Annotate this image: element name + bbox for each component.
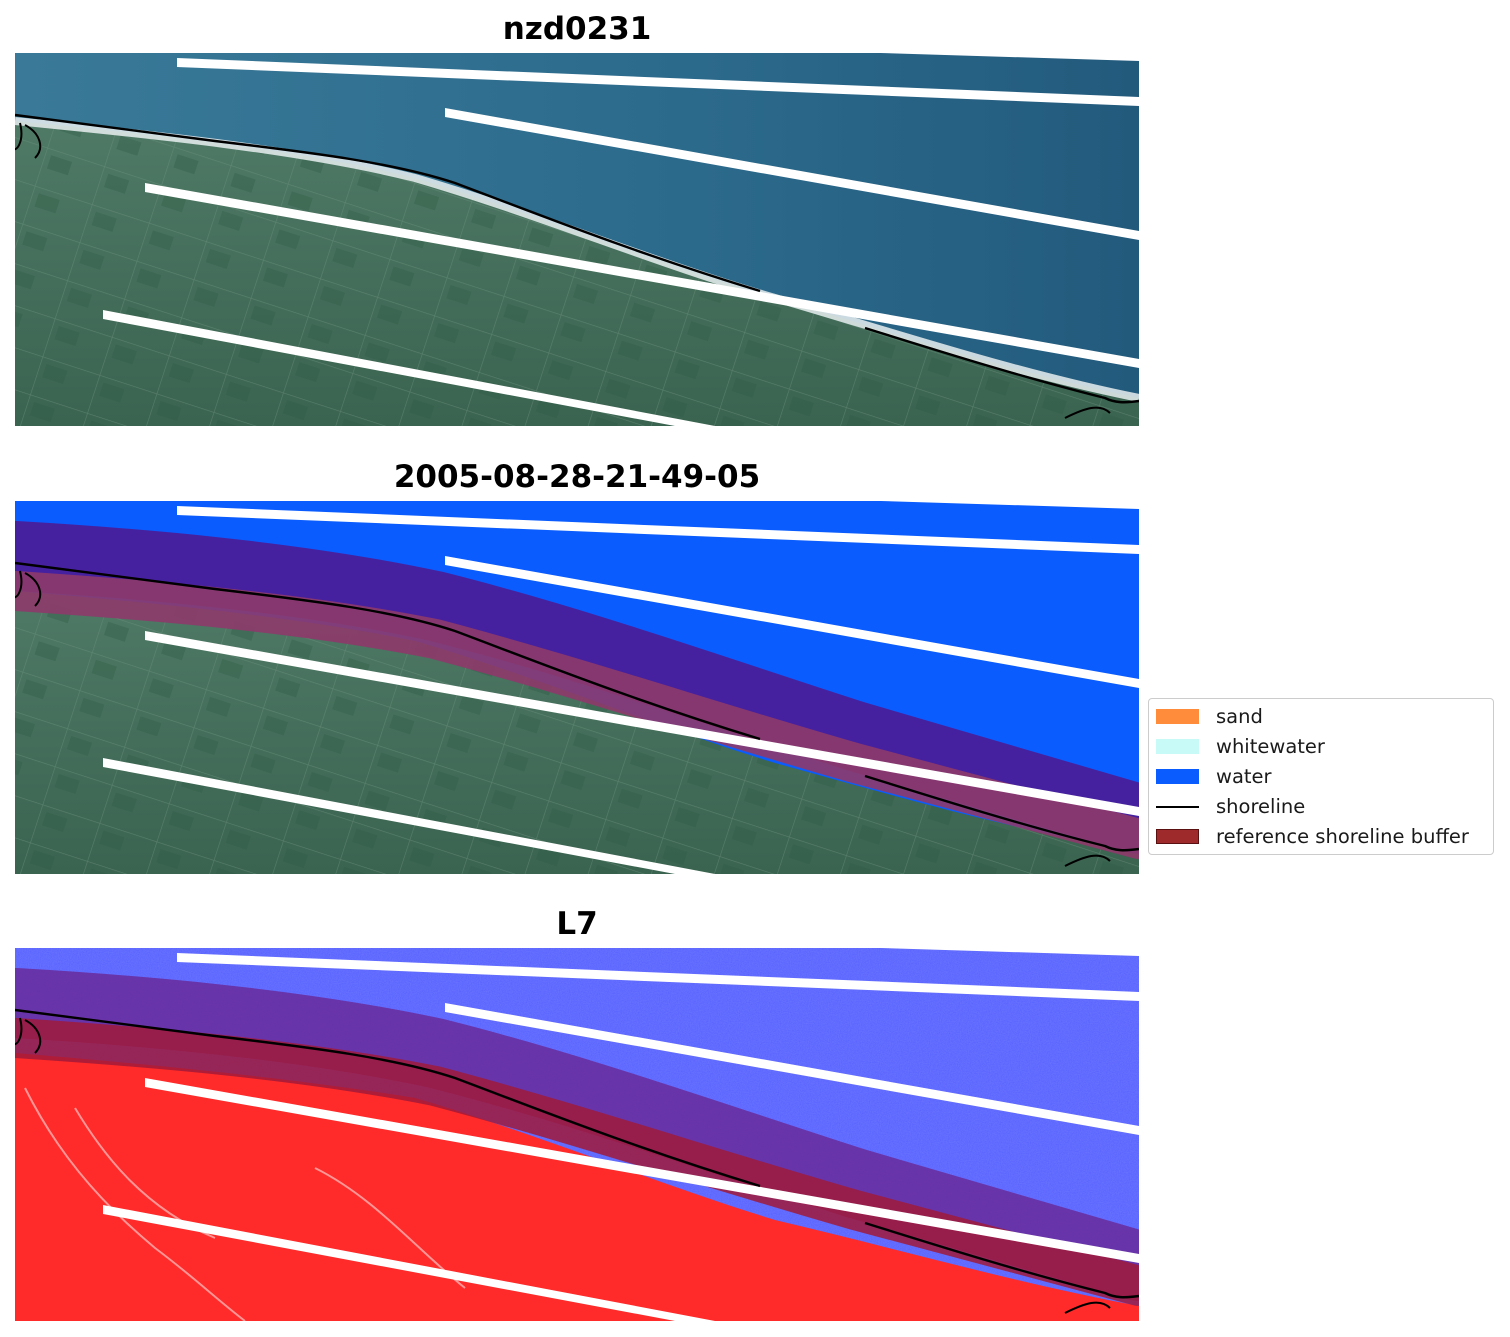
beach-strip [15,117,1139,402]
nodata-stripes [103,501,1139,874]
whitewater-swatch [1156,739,1199,754]
legend-label: whitewater [1216,735,1325,758]
shoreline-line [15,561,761,741]
nodata-stripes [103,53,1139,426]
panel-title-classified: 2005-08-28-21-49-05 [393,459,761,495]
nodata-stripes [103,948,1139,1321]
legend: sand whitewater water shoreline referenc… [1148,698,1494,855]
legend-item-sand: sand [1149,701,1493,731]
legend-label: water [1216,765,1272,788]
buffer-swatch [1156,829,1199,844]
sand-swatch [1156,709,1199,724]
legend-label: sand [1216,705,1263,728]
water-swatch [1156,769,1199,784]
index-land [15,1053,1139,1321]
legend-label: reference shoreline buffer [1216,825,1469,848]
buffer-outer [15,521,1139,854]
classified-image-panel [15,501,1139,874]
legend-label: shoreline [1216,795,1306,818]
shoreline-swatch [1156,806,1199,808]
shoreline-line [15,113,761,293]
buffer-outer [15,968,1139,1301]
legend-item-whitewater: whitewater [1149,731,1493,761]
panel-title-index: L7 [556,906,598,942]
legend-item-shoreline: shoreline [1149,791,1493,821]
legend-item-reference-buffer: reference shoreline buffer [1149,821,1493,851]
rgb-image-panel [15,53,1139,426]
panel-title-rgb: nzd0231 [502,11,652,47]
index-image-panel [15,948,1139,1321]
shoreline-line [15,1008,761,1188]
legend-item-water: water [1149,761,1493,791]
